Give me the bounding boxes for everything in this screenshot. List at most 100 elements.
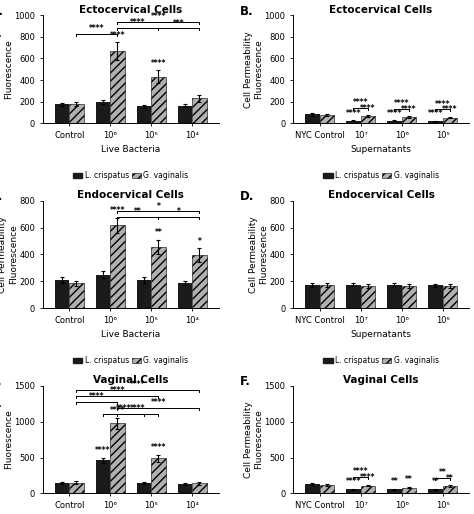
Y-axis label: Cell Permeability
Fluorescence: Cell Permeability Fluorescence [0,216,18,293]
Text: ***: *** [173,19,185,28]
Bar [443,118,457,123]
Bar [346,285,361,308]
Bar [137,280,151,308]
Text: B.: B. [240,5,254,17]
Bar [305,285,319,308]
Bar [387,285,401,308]
Text: ****: **** [401,105,417,114]
Text: ****: **** [442,105,457,114]
Bar [110,226,125,308]
Bar [387,121,401,123]
Text: ****: **** [130,404,146,413]
Text: ****: **** [353,98,368,107]
Bar [69,104,83,123]
Bar [401,117,416,123]
Text: ****: **** [116,404,131,413]
Bar [69,483,83,493]
Bar [361,486,375,493]
Title: Endocervical Cells: Endocervical Cells [328,190,435,200]
Y-axis label: Cell Permeability
Fluorescence: Cell Permeability Fluorescence [249,216,268,293]
Bar [361,116,375,123]
Bar [110,424,125,493]
Text: *: * [156,201,160,211]
Y-axis label: Cell Permeability
Fluorescence: Cell Permeability Fluorescence [244,31,263,107]
Text: ****: **** [353,467,368,476]
Bar [192,483,207,493]
Bar [401,286,416,308]
Text: **: ** [446,474,454,483]
Text: **: ** [405,475,413,484]
Text: A.: A. [0,5,4,17]
Bar [137,483,151,493]
Text: ****: **** [435,100,450,108]
Bar [151,458,165,493]
Bar [96,461,110,493]
Bar [319,485,334,493]
Bar [178,484,192,493]
Text: **: ** [439,468,447,477]
Text: C.: C. [0,190,3,203]
Bar [387,489,401,493]
Bar [443,286,457,308]
Y-axis label: Cell Permeability
Fluorescence: Cell Permeability Fluorescence [0,401,13,478]
Text: ****: **** [428,109,443,118]
Legend: L. crispatus, G. vaginalis: L. crispatus, G. vaginalis [70,168,191,183]
Text: ****: **** [95,446,111,455]
Bar [55,280,69,308]
Legend: L. crispatus, G. vaginalis: L. crispatus, G. vaginalis [320,168,442,183]
Title: Vaginal Cells: Vaginal Cells [93,375,169,385]
Bar [319,115,334,123]
Text: ****: **** [360,473,375,482]
Title: Vaginal Cells: Vaginal Cells [343,375,419,385]
Bar [55,104,69,123]
Text: ****: **** [346,477,361,486]
Bar [305,115,319,123]
Text: ****: **** [109,406,125,415]
Bar [137,106,151,123]
Text: ****: **** [89,24,105,33]
Bar [110,51,125,123]
Bar [151,247,165,308]
Text: ****: **** [151,12,166,21]
Text: *: * [177,207,181,216]
Text: ****: **** [151,398,166,407]
Text: D.: D. [240,190,255,203]
Bar [96,274,110,308]
Bar [443,486,457,493]
Bar [151,77,165,123]
Bar [401,488,416,493]
Text: ****: **** [109,386,125,395]
Legend: L. crispatus, G. vaginalis: L. crispatus, G. vaginalis [320,353,442,368]
Y-axis label: Cell Permeability
Fluorescence: Cell Permeability Fluorescence [244,401,263,478]
Text: F.: F. [240,375,251,388]
Bar [55,483,69,493]
Text: ****: **** [151,443,166,452]
Title: Ectocervical Cells: Ectocervical Cells [329,5,433,14]
Text: ****: **** [109,207,125,215]
Text: E.: E. [0,375,2,388]
Bar [305,484,319,493]
Bar [346,489,361,493]
Text: ****: **** [394,99,410,108]
Text: ****: **** [130,380,146,389]
Text: ****: **** [109,31,125,40]
Title: Ectocervical Cells: Ectocervical Cells [79,5,182,14]
X-axis label: Supernatants: Supernatants [351,145,411,154]
Text: ****: **** [151,59,166,68]
Bar [178,106,192,123]
Bar [96,102,110,123]
X-axis label: Live Bacteria: Live Bacteria [101,145,160,154]
Title: Endocervical Cells: Endocervical Cells [77,190,184,200]
X-axis label: Live Bacteria: Live Bacteria [101,331,160,339]
Legend: L. crispatus, G. vaginalis: L. crispatus, G. vaginalis [70,353,191,368]
Bar [178,283,192,308]
X-axis label: Supernatants: Supernatants [351,331,411,339]
Bar [428,489,443,493]
Text: **: ** [431,477,439,486]
Text: *: * [198,236,201,246]
Bar [361,286,375,308]
Text: ****: **** [387,109,402,118]
Y-axis label: Cell Permeability
Fluorescence: Cell Permeability Fluorescence [0,31,13,107]
Bar [319,285,334,308]
Text: **: ** [134,207,142,216]
